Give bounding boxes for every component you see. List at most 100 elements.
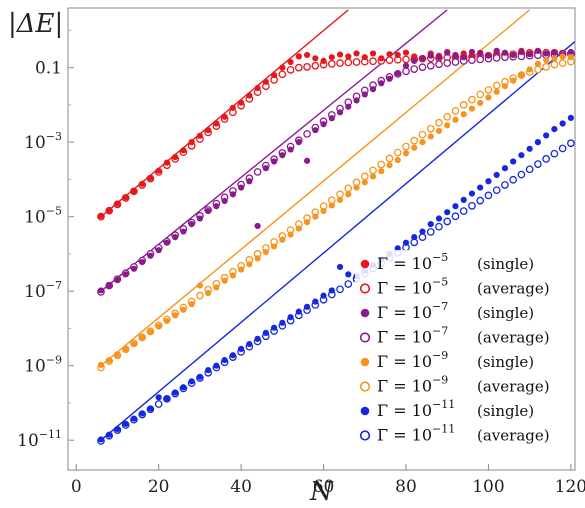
legend-label: Γ = 10−7 [377,300,448,322]
point-single-series-3 [155,394,162,401]
legend-gamma: Γ = 10 [377,303,432,322]
point-single-series-0 [188,139,195,146]
y-tick-base: 10 [24,357,46,377]
y-tick-exponent: −3 [46,130,62,143]
point-single-series-1 [229,191,236,198]
legend-gamma-exponent: −5 [432,251,448,264]
point-single-series-2 [114,351,121,358]
point-single-series-1 [312,127,319,134]
point-single-series-2 [213,284,220,291]
point-average-series-2 [385,154,394,163]
point-single-series-2 [435,127,443,135]
point-single-series-1 [493,47,500,54]
point-single-series-0 [262,78,269,85]
point-average-series-2 [451,106,460,115]
point-single-series-1 [345,103,352,110]
point-single-series-3 [196,373,204,380]
point-single-series-1 [386,75,393,82]
point-single-series-3 [510,158,517,165]
point-average-series-3 [476,196,485,205]
x-tick-label: 120 [555,477,585,497]
point-single-series-3 [130,415,138,422]
legend-label: Γ = 10−9 [377,374,448,396]
point-single-series-3 [435,215,443,222]
point-single-series-3 [262,329,269,336]
point-average-series-2 [418,130,427,139]
point-single-series-1 [205,207,212,215]
point-average-series-1 [253,168,262,176]
point-single-series-0 [180,147,187,154]
point-single-series-0 [369,50,377,57]
point-single-series-1 [518,48,525,56]
point-single-series-1 [477,50,484,57]
point-average-series-0 [336,59,344,67]
point-single-series-2 [534,60,542,67]
point-average-series-3 [426,228,435,236]
point-single-series-1 [246,178,253,185]
point-single-series-2 [518,71,525,79]
legend-marker [359,332,371,343]
point-single-series-0 [295,53,302,60]
y-tick-exponent: −7 [46,279,62,292]
point-single-series-0 [254,85,261,92]
point-single-series-2 [139,334,146,341]
point-single-series-3 [295,308,302,315]
point-single-series-3 [394,245,401,252]
point-average-series-3 [451,212,460,221]
point-single-series-3 [402,239,410,246]
legend-note: (average) [477,378,550,396]
point-single-series-2 [460,111,467,118]
y-tick-exponent: −9 [46,354,62,367]
point-average-series-3 [558,144,567,153]
x-tick-label: 100 [472,477,504,497]
point-average-series-0 [294,63,303,72]
point-single-series-2 [353,184,360,191]
point-average-series-1 [402,67,410,76]
point-single-series-3 [270,324,278,331]
point-single-series-2 [477,99,484,107]
point-average-series-3 [525,165,534,174]
point-single-series-3 [163,395,171,402]
point-average-series-3 [336,285,344,294]
point-single-series-2 [254,255,261,262]
point-single-series-0 [221,113,228,120]
y-tick-label: 10−7 [24,279,62,302]
point-single-series-2 [122,345,129,353]
point-single-series-0 [213,120,220,127]
legend-gamma: Γ = 10 [377,426,432,445]
point-single-series-3 [534,139,542,146]
point-single-series-2 [551,55,558,62]
point-average-series-1 [303,130,311,138]
point-single-series-2 [444,122,451,129]
y-tick-base: 10 [17,431,39,451]
point-average-series-2 [542,63,550,71]
legend-label: Γ = 10−5 [377,276,448,298]
point-single-series-0 [139,180,146,187]
point-single-series-0 [196,132,204,139]
point-single-series-1 [468,48,476,56]
y-tick-exponent: −5 [46,205,62,218]
point-single-series-0 [229,104,236,111]
point-single-series-2 [287,231,294,238]
legend-gamma-exponent: −11 [432,423,455,436]
point-single-series-3 [485,178,492,185]
point-single-series-0 [353,50,360,57]
legend-label: Γ = 10−5 [377,251,448,273]
plot-frame [67,7,576,471]
legend-marker [360,406,370,416]
point-single-series-3 [180,384,187,391]
point-single-series-0 [155,167,162,174]
point-single-series-3 [427,220,434,228]
point-average-series-0 [286,65,295,74]
legend-label: Γ = 10−9 [377,349,448,371]
point-single-series-3 [106,431,113,438]
fit-line-series-2 [100,9,531,367]
point-average-series-2 [402,142,410,151]
point-single-series-3 [172,389,179,396]
point-average-series-0 [311,61,320,70]
point-average-series-2 [410,136,419,145]
point-single-series-3 [213,362,220,369]
point-average-series-2 [550,60,559,69]
point-single-series-2 [378,168,385,175]
point-average-series-3 [492,186,501,195]
